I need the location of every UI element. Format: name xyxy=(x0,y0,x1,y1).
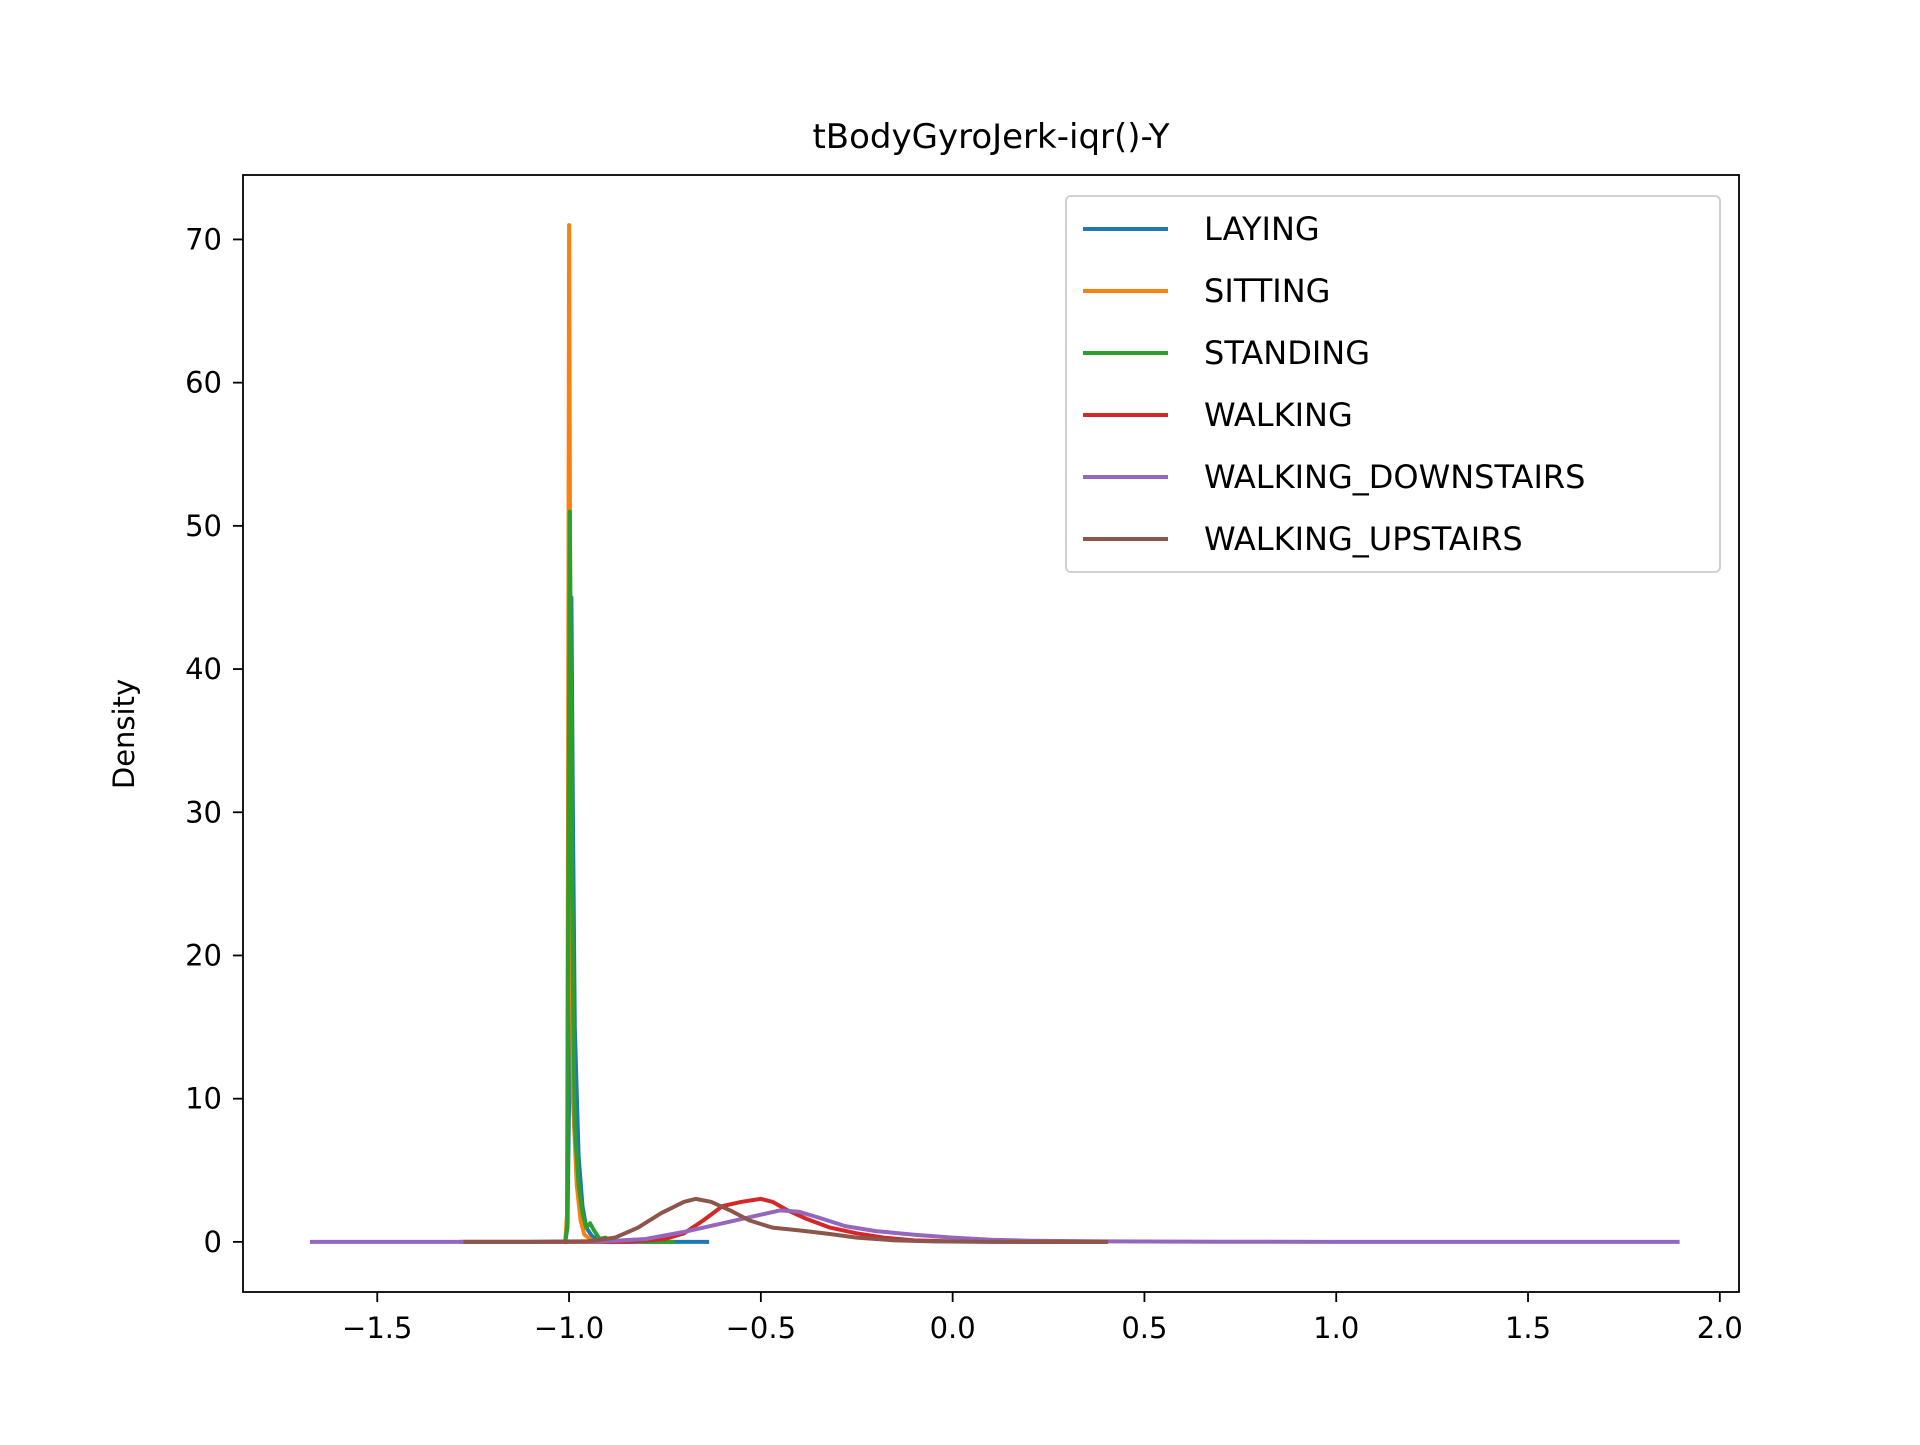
y-tick-label: 70 xyxy=(185,222,222,256)
chart-title: tBodyGyroJerk-iqr()-Y xyxy=(812,117,1169,157)
series-layer xyxy=(310,223,1680,1245)
x-tick-label: −0.5 xyxy=(726,1311,796,1345)
x-tick-label: 0.0 xyxy=(930,1311,976,1345)
x-tick-label: 1.0 xyxy=(1313,1311,1359,1345)
x-tick-label: 0.5 xyxy=(1121,1311,1167,1345)
series-line-walking-upstairs xyxy=(463,1196,1109,1244)
y-tick-label: 30 xyxy=(185,795,222,829)
legend-label-walking-downstairs: WALKING_DOWNSTAIRS xyxy=(1204,458,1585,496)
x-axis: −1.5 −1.0 −0.5 0.0 0.5 1.0 1.5 2.0 xyxy=(342,1292,1743,1345)
legend-label-sitting: SITTING xyxy=(1204,272,1330,310)
x-tick-label: −1.0 xyxy=(534,1311,604,1345)
x-tick-label: −1.5 xyxy=(342,1311,412,1345)
legend: LAYING SITTING STANDING WALKING WALKING_DOWN… xyxy=(1065,195,1721,573)
y-tick-label: 10 xyxy=(185,1082,222,1116)
y-axis: 0 10 20 30 40 50 60 70 xyxy=(185,222,243,1259)
x-tick-label: 2.0 xyxy=(1697,1311,1743,1345)
y-axis-label: Density xyxy=(107,679,141,789)
legend-label-walking-upstairs: WALKING_UPSTAIRS xyxy=(1204,520,1523,558)
y-tick-label: 60 xyxy=(185,366,222,400)
y-tick-label: 40 xyxy=(185,652,222,686)
legend-label-walking: WALKING xyxy=(1204,396,1353,434)
x-tick-label: 1.5 xyxy=(1505,1311,1551,1345)
y-tick-label: 20 xyxy=(185,938,222,972)
legend-label-standing: STANDING xyxy=(1204,334,1370,372)
legend-label-laying: LAYING xyxy=(1204,210,1320,248)
y-tick-label: 50 xyxy=(185,509,222,543)
legend-box xyxy=(1065,195,1721,573)
plot-frame xyxy=(242,174,1740,1293)
series-line-walking-downstairs xyxy=(310,1208,1680,1244)
y-tick-label: 0 xyxy=(204,1225,222,1259)
